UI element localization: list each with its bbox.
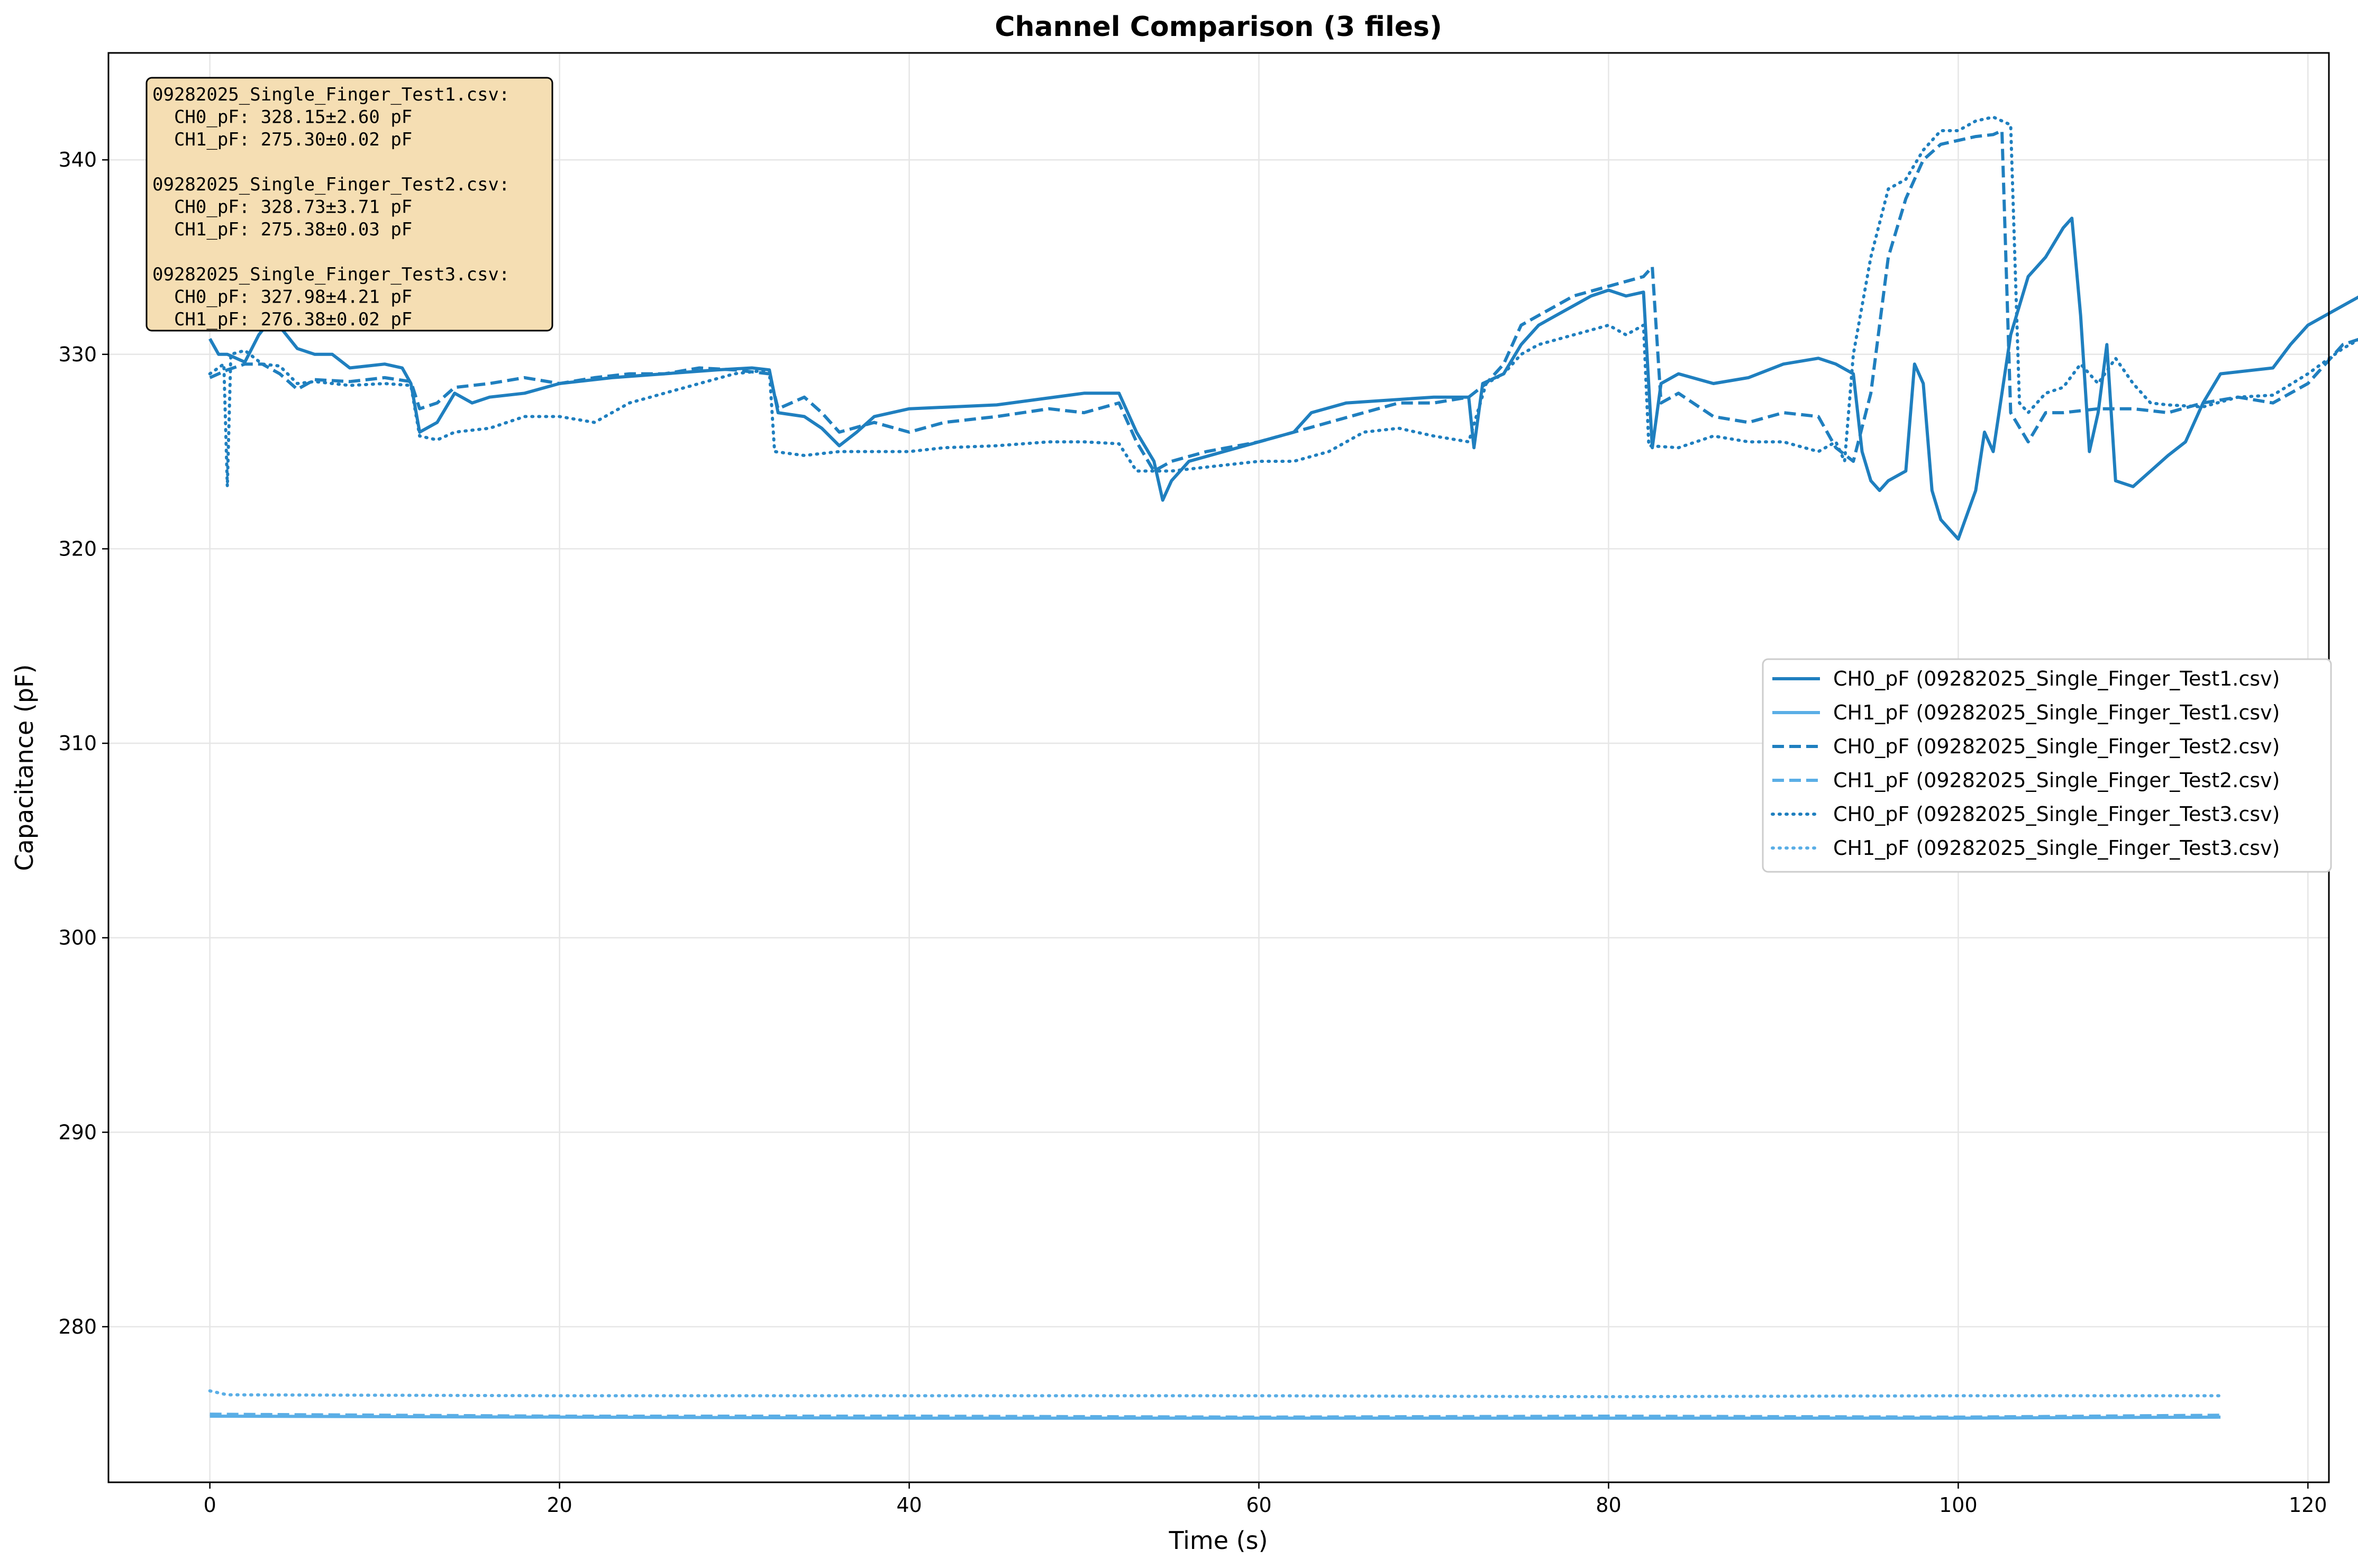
legend-label: CH0_pF (09282025_Single_Finger_Test2.csv…: [1833, 735, 2280, 758]
x-axis-label: Time (s): [1168, 1526, 1268, 1555]
stats-line: CH0_pF: 328.73±3.71 pF: [152, 197, 412, 218]
x-tick-label: 20: [547, 1493, 572, 1517]
legend-frame: [1762, 658, 2332, 873]
x-tick-label: 100: [1939, 1493, 1978, 1517]
series-layer: [208, 115, 2358, 1420]
x-tick-label: 60: [1246, 1493, 1271, 1517]
x-tick-label: 120: [2289, 1493, 2327, 1517]
stats-line: CH1_pF: 275.38±0.03 pF: [152, 219, 412, 240]
stats-line: CH0_pF: 327.98±4.21 pF: [152, 287, 412, 308]
series-line-3: [209, 129, 2358, 473]
y-tick-label: 330: [58, 343, 97, 366]
y-tick-label: 310: [58, 732, 97, 755]
legend-label: CH0_pF (09282025_Single_Finger_Test3.csv…: [1833, 803, 2280, 826]
y-tick-label: 320: [58, 537, 97, 560]
axis-ticks: 0 20 40 60 80 100 120 280 290 300 310 320 330 340: [58, 148, 2327, 1517]
series-line-6: [208, 1389, 2223, 1399]
series-line-5: [208, 115, 2358, 488]
y-tick-label: 290: [58, 1120, 97, 1144]
y-tick-label: 280: [58, 1315, 97, 1338]
stats-box: 09282025_Single_Finger_Test1.csv: CH0_pF…: [145, 77, 553, 332]
stats-line: 09282025_Single_Finger_Test3.csv:: [152, 264, 510, 285]
y-tick-label: 300: [58, 926, 97, 950]
legend-label: CH1_pF (09282025_Single_Finger_Test3.csv…: [1833, 836, 2280, 860]
stats-line: CH1_pF: 276.38±0.02 pF: [152, 309, 412, 330]
legend-label: CH1_pF (09282025_Single_Finger_Test2.csv…: [1833, 769, 2280, 792]
x-tick-label: 40: [896, 1493, 922, 1517]
y-tick-label: 340: [58, 148, 97, 171]
stats-line: 09282025_Single_Finger_Test1.csv:: [152, 84, 510, 105]
series-line-4: [210, 1412, 2221, 1419]
legend-label: CH0_pF (09282025_Single_Finger_Test1.csv…: [1833, 667, 2280, 690]
legend-label: CH1_pF (09282025_Single_Finger_Test1.csv…: [1833, 701, 2280, 724]
chart-title: Channel Comparison (3 files): [995, 11, 1442, 43]
stats-line: CH1_pF: 275.30±0.02 pF: [152, 129, 412, 150]
stats-line: 09282025_Single_Finger_Test2.csv:: [152, 174, 510, 195]
stats-box-background: [145, 77, 553, 332]
series-line-1: [208, 216, 2358, 541]
legend: CH0_pF (09282025_Single_Finger_Test1.csv…: [1762, 658, 2332, 873]
y-axis-label: Capacitance (pF): [10, 664, 39, 871]
x-tick-label: 80: [1596, 1493, 1621, 1517]
stats-line: CH0_pF: 328.15±2.60 pF: [152, 107, 412, 128]
x-tick-label: 0: [204, 1493, 216, 1517]
